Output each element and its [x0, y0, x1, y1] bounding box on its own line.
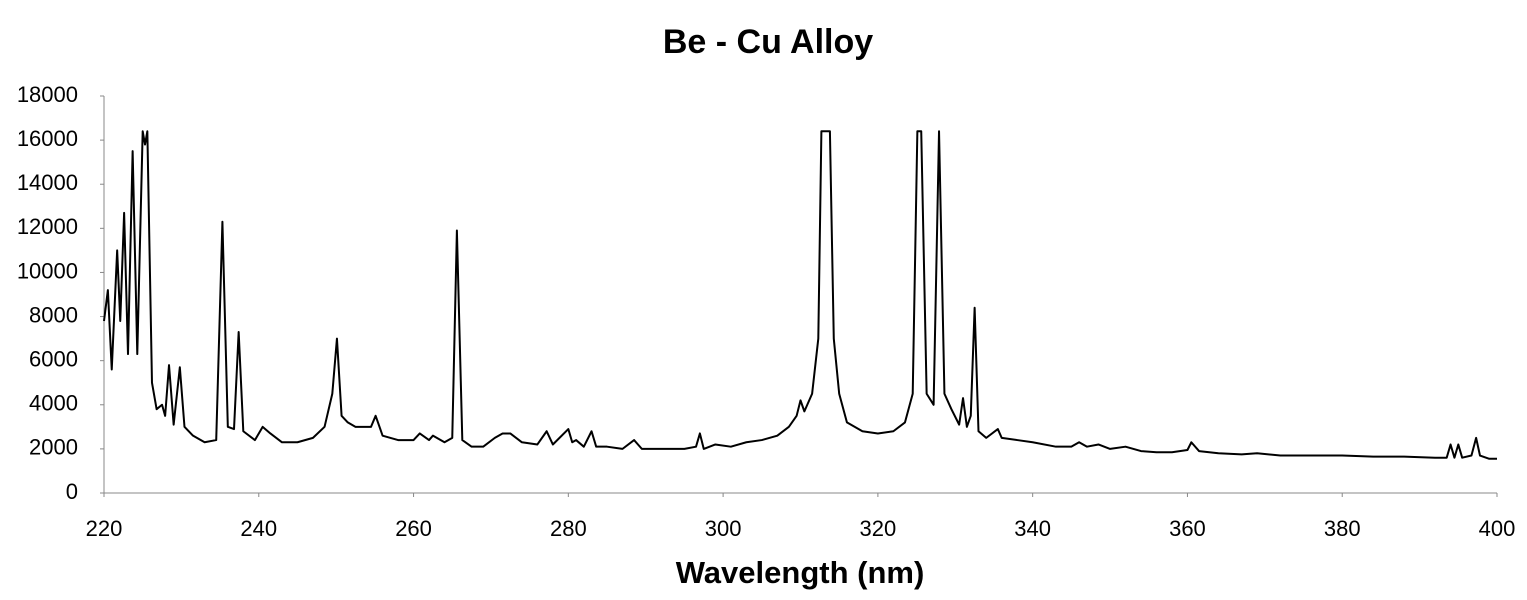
y-tick-label: 6000: [29, 346, 78, 371]
y-tick-label: 10000: [17, 258, 78, 283]
x-tick-label: 260: [395, 516, 432, 541]
x-axis-label: Wavelength (nm): [676, 555, 925, 590]
y-tick-label: 12000: [17, 214, 78, 239]
y-tick-label: 16000: [17, 126, 78, 151]
y-tick-label: 0: [66, 479, 78, 504]
y-tick-label: 2000: [29, 435, 78, 460]
x-tick-label: 360: [1169, 516, 1206, 541]
chart-title: Be - Cu Alloy: [663, 23, 873, 61]
x-tick-label: 280: [550, 516, 587, 541]
y-tick-label: 4000: [29, 391, 78, 416]
y-tick-label: 14000: [17, 170, 78, 195]
x-tick-label: 340: [1014, 516, 1051, 541]
x-tick-label: 220: [86, 516, 123, 541]
x-tick-label: 400: [1479, 516, 1516, 541]
x-tick-label: 320: [860, 516, 897, 541]
x-tick-label: 240: [240, 516, 277, 541]
x-tick-label: 300: [705, 516, 742, 541]
y-tick-label: 18000: [17, 82, 78, 107]
y-tick-label: 8000: [29, 302, 78, 327]
x-tick-label: 380: [1324, 516, 1361, 541]
spectrum-line: [103, 130, 1497, 460]
